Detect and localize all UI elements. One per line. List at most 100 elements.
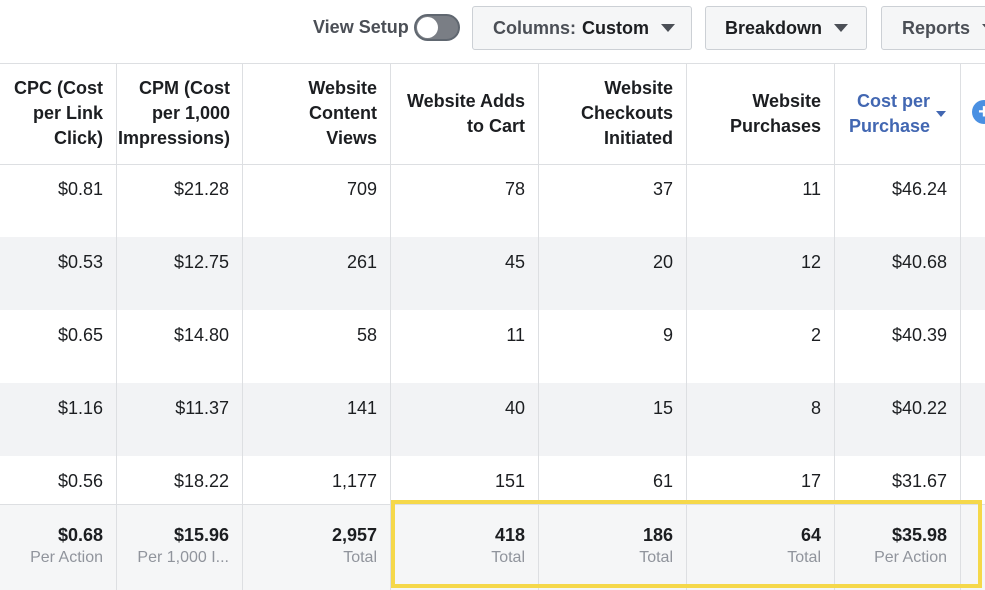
table-row[interactable]: $0.81 $21.28 709 78 37 11 $46.24	[0, 164, 985, 237]
total-label: Total	[787, 549, 821, 566]
total-cpc: $0.68 Per Action	[0, 524, 116, 568]
cpm-cell: $21.28	[173, 179, 229, 199]
adds-to-cart-cell: 11	[506, 325, 525, 345]
column-divider	[116, 63, 117, 590]
total-cost-per-purchase: $35.98 Per Action	[835, 524, 960, 568]
header-label: Website Checkouts Initiated	[580, 78, 673, 148]
content-views-cell: 58	[356, 325, 377, 345]
adds-to-cart-cell: 78	[504, 179, 525, 199]
total-value: 186	[642, 525, 673, 545]
reports-label: Reports	[902, 17, 971, 38]
cost-per-purchase-cell: $40.22	[891, 398, 947, 418]
adds-to-cart-cell: 151	[494, 471, 525, 491]
divider	[0, 63, 985, 64]
cost-per-purchase-cell: $31.67	[891, 471, 947, 491]
total-value: 2,957	[331, 525, 377, 545]
total-label: Per Action	[874, 549, 947, 566]
checkouts-cell: 37	[652, 179, 673, 199]
breakdown-label: Breakdown	[725, 17, 823, 38]
column-header-checkouts[interactable]: Website Checkouts Initiated	[539, 63, 686, 164]
columns-label: Columns:	[493, 17, 576, 38]
content-views-cell: 1,177	[331, 471, 377, 491]
purchases-cell: 12	[800, 252, 821, 272]
total-value: 64	[800, 525, 821, 545]
columns-value: Custom	[582, 17, 649, 38]
table-row[interactable]: $0.53 $12.75 261 45 20 12 $40.68	[0, 237, 985, 310]
table-row[interactable]: $1.16 $11.37 141 40 15 8 $40.22	[0, 383, 985, 456]
breakdown-button[interactable]: Breakdown	[705, 6, 867, 50]
cpc-cell: $0.53	[57, 252, 103, 272]
adds-to-cart-cell: 40	[504, 398, 525, 418]
cpc-cell: $0.81	[57, 179, 103, 199]
total-value: $15.96	[173, 525, 229, 545]
ads-table: CPC (Cost per Link Click) CPM (Cost per …	[0, 63, 985, 590]
checkouts-cell: 15	[652, 398, 673, 418]
totals-row: $0.68 Per Action $15.96 Per 1,000 I... 2,9…	[0, 504, 985, 590]
table-row[interactable]: $0.65 $14.80 58 11 9 2 $40.39	[0, 310, 985, 383]
header-label: Website Adds to Cart	[406, 90, 525, 136]
column-divider	[686, 63, 687, 590]
reports-button[interactable]: Reports	[881, 6, 985, 50]
table-header: CPC (Cost per Link Click) CPM (Cost per …	[0, 63, 985, 164]
total-label: Per 1,000 I...	[137, 549, 229, 566]
purchases-cell: 2	[810, 325, 821, 345]
total-purchases: 64 Total	[687, 524, 834, 568]
total-cpm: $15.96 Per 1,000 I...	[117, 524, 242, 568]
divider	[0, 164, 985, 165]
cost-per-purchase-cell: $40.39	[891, 325, 947, 345]
sort-descending-icon	[936, 110, 946, 117]
cost-per-purchase-cell: $46.24	[891, 179, 947, 199]
checkouts-cell: 61	[652, 471, 673, 491]
content-views-cell: 141	[346, 398, 377, 418]
total-adds-to-cart: 418 Total	[391, 524, 538, 568]
cpc-cell: $0.65	[57, 325, 103, 345]
header-label: Website Purchases	[729, 90, 821, 136]
total-value: 418	[494, 525, 525, 545]
cpc-cell: $1.16	[57, 398, 103, 418]
adds-to-cart-cell: 45	[504, 252, 525, 272]
total-label: Per Action	[30, 549, 103, 566]
header-label: CPC (Cost per Link Click)	[14, 78, 103, 148]
column-divider	[390, 63, 391, 590]
divider	[0, 504, 985, 505]
chevron-down-icon	[982, 24, 985, 32]
total-value: $35.98	[891, 525, 947, 545]
toolbar: View Setup Columns: Custom Breakdown Rep…	[0, 0, 985, 56]
view-setup-label: View Setup	[313, 17, 409, 37]
cpc-cell: $0.56	[57, 471, 103, 491]
columns-button[interactable]: Columns: Custom	[472, 6, 692, 50]
total-label: Total	[491, 549, 525, 566]
content-views-cell: 709	[346, 179, 377, 199]
cpm-cell: $14.80	[173, 325, 229, 345]
column-divider	[960, 63, 961, 590]
column-header-cpm[interactable]: CPM (Cost per 1,000 Impressions)	[117, 63, 242, 164]
content-views-cell: 261	[346, 252, 377, 272]
chevron-down-icon	[834, 24, 849, 32]
header-label: Website Content Views	[308, 78, 377, 148]
cpm-cell: $18.22	[173, 471, 229, 491]
total-checkouts: 186 Total	[539, 524, 686, 568]
checkouts-cell: 20	[652, 252, 673, 272]
table-row[interactable]: $0.56 $18.22 1,177 151 61 17 $31.67	[0, 456, 985, 504]
view-setup-toggle[interactable]	[414, 14, 460, 41]
purchases-cell: 11	[802, 179, 821, 199]
purchases-cell: 8	[810, 398, 821, 418]
chevron-down-icon	[661, 24, 675, 32]
column-header-cpc[interactable]: CPC (Cost per Link Click)	[0, 63, 116, 164]
total-content-views: 2,957 Total	[243, 524, 390, 568]
header-label: CPM (Cost per 1,000 Impressions)	[117, 78, 230, 148]
total-label: Total	[343, 549, 377, 566]
column-header-cost-per-purchase[interactable]: Cost per Purchase	[835, 63, 960, 164]
header-label: Cost per Purchase	[848, 90, 930, 136]
cpm-cell: $12.75	[173, 252, 229, 272]
total-label: Total	[639, 549, 673, 566]
add-column-icon[interactable]: +	[972, 100, 985, 124]
column-divider	[834, 63, 835, 590]
column-header-content-views[interactable]: Website Content Views	[243, 63, 390, 164]
column-divider	[242, 63, 243, 590]
column-header-purchases[interactable]: Website Purchases	[687, 63, 834, 164]
column-header-adds-to-cart[interactable]: Website Adds to Cart	[391, 63, 538, 164]
toggle-knob	[417, 17, 438, 38]
cost-per-purchase-cell: $40.68	[891, 252, 947, 272]
cpm-cell: $11.37	[175, 398, 229, 418]
